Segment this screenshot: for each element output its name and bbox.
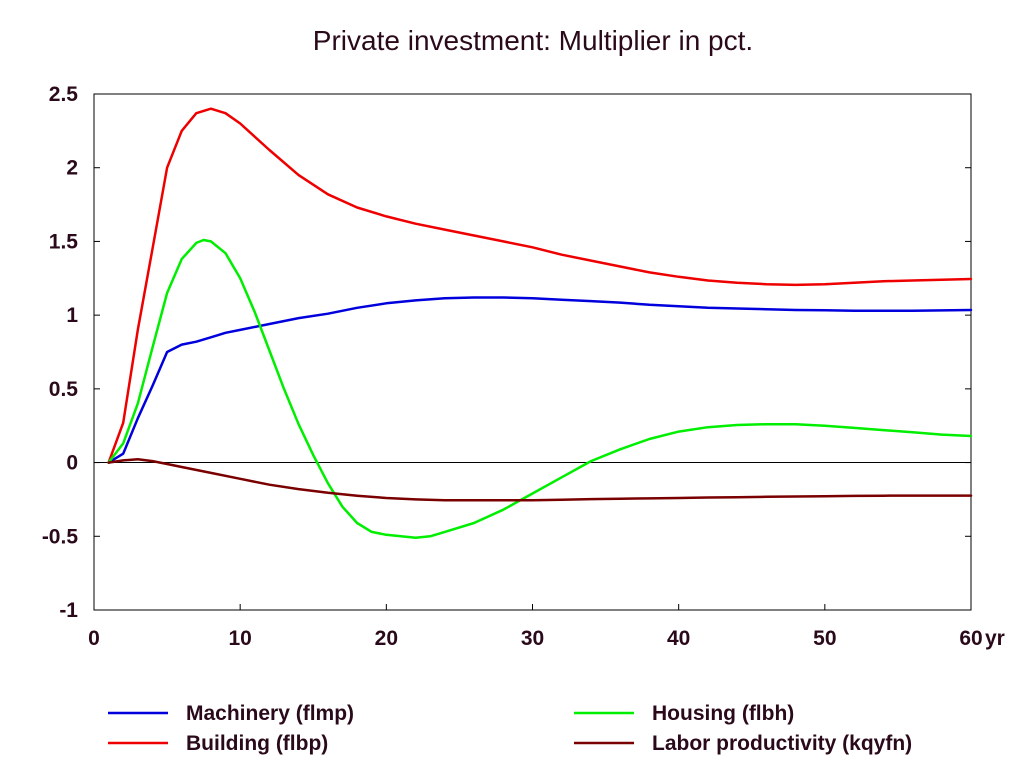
y-tick-label: 1 [66,304,78,327]
x-tick-label: 40 [667,627,690,650]
y-tick-label: -0.5 [42,525,79,548]
legend-label: Machinery (flmp) [186,702,354,725]
legend-label: Labor productivity (kqyfn) [652,732,912,755]
x-unit-label: yr [985,627,1005,650]
legend: Machinery (flmp) Building (flbp) Housing (… [108,702,912,755]
plot-frame [93,93,972,611]
x-tick-label: 0 [88,627,100,650]
legend-label: Housing (flbh) [652,702,794,725]
chart-title: Private investment: Multiplier in pct. [313,25,753,56]
series-line-4 [107,458,973,502]
y-tick-label: 0 [66,452,78,475]
x-tick-label: 20 [375,627,398,650]
x-tick-label: 30 [521,627,544,650]
series-line-2 [107,107,973,464]
y-tick-label: 0.5 [49,378,79,401]
x-tick-label: 50 [813,627,836,650]
y-tick-label: 2 [66,157,78,180]
y-tick-label: 1.5 [49,230,79,253]
x-tick-label: 60 [959,627,982,650]
series-line-1 [107,296,973,464]
legend-label: Building (flbp) [186,732,328,755]
series-line-3 [107,238,973,540]
x-tick-label: 10 [228,627,251,650]
series-group [107,107,973,540]
y-tick-label: 2.5 [49,83,79,106]
y-tick-label: -1 [59,599,78,622]
axes: -1 -0.5 0 0.5 1 1.5 2 2.5 0 10 20 30 40 50 60 yr [42,83,1005,650]
